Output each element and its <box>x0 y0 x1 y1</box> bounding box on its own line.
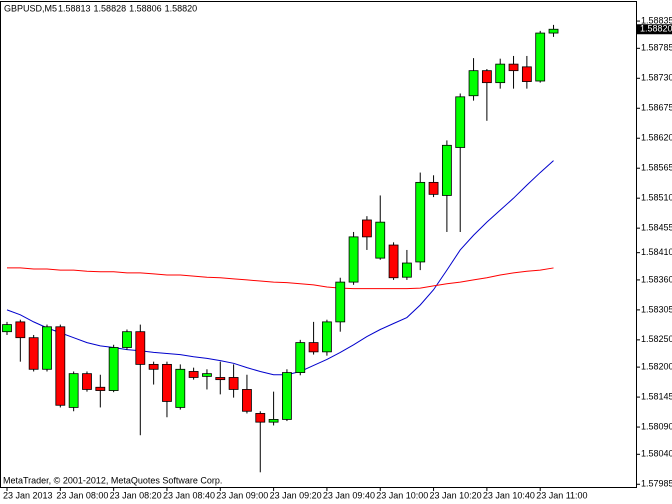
candle-body <box>188 371 199 378</box>
candle-body <box>2 324 12 333</box>
footer: MetaTrader, © 2001-2012, MetaQuotes Soft… <box>3 475 222 485</box>
y-tick-label: 1.58145 <box>641 391 672 401</box>
candle-body <box>215 377 226 381</box>
candle-body <box>108 347 119 391</box>
plot-frame <box>0 1 637 488</box>
candle-body <box>68 373 79 408</box>
candle-body <box>162 363 172 402</box>
candle-body <box>135 331 146 365</box>
x-tick-label: 23 Jan 10:00 <box>376 490 428 500</box>
x-tick-label: 23 Jan 08:00 <box>56 490 108 500</box>
header-price: 1.58806 <box>129 3 162 13</box>
candle-body <box>255 413 266 423</box>
y-tick-label: 1.58510 <box>641 193 672 203</box>
candle-body <box>535 32 546 82</box>
y-tick-label: 1.58675 <box>641 103 672 113</box>
candle-body <box>495 63 506 84</box>
candle-body <box>242 389 252 412</box>
candle-body <box>481 70 492 84</box>
x-tick-label: 23 Jan 2013 <box>3 490 53 500</box>
y-tick-label: 1.57985 <box>641 479 672 489</box>
current-price-box <box>637 24 672 35</box>
candle-body <box>322 321 332 353</box>
candle-body <box>335 281 346 323</box>
candle-body <box>362 219 372 238</box>
header-price: 1.58828 <box>94 3 127 13</box>
candle-body <box>28 337 39 370</box>
candle-body <box>122 331 132 348</box>
candle-body <box>375 221 386 259</box>
y-tick-label: 1.58040 <box>641 449 672 459</box>
y-tick-label: 1.58730 <box>641 73 672 83</box>
candle-body <box>415 181 426 263</box>
candle-body <box>508 63 519 72</box>
moving-average <box>6 160 554 376</box>
candle-body <box>15 321 26 339</box>
candle-body <box>441 144 452 196</box>
candle-body <box>268 419 279 423</box>
moving-average <box>7 267 554 290</box>
candle-body <box>202 373 212 377</box>
candle-body <box>308 342 319 353</box>
x-tick-label: 23 Jan 08:40 <box>163 490 215 500</box>
candle-body <box>228 377 239 390</box>
x-tick-label: 23 Jan 09:40 <box>323 490 375 500</box>
candle-body <box>401 262 412 278</box>
header-price: 1.58813 <box>58 3 91 13</box>
candle-body <box>282 372 292 420</box>
candle-body <box>388 244 399 279</box>
y-tick-label: 1.58785 <box>641 43 672 53</box>
candle-body <box>428 181 439 195</box>
candle-body <box>55 326 66 406</box>
candle-body <box>348 236 359 283</box>
y-tick-label: 1.58835 <box>641 15 672 25</box>
x-tick-label: 23 Jan 08:20 <box>110 490 162 500</box>
candle-body <box>95 386 106 391</box>
x-tick-label: 23 Jan 10:20 <box>430 490 482 500</box>
candle-body <box>468 70 479 97</box>
y-tick-label: 1.58305 <box>641 304 672 314</box>
candle-body <box>521 66 532 82</box>
y-tick-label: 1.58250 <box>641 334 672 344</box>
candle-body <box>42 326 52 370</box>
candle-body <box>455 96 466 148</box>
candle-body <box>148 363 159 370</box>
x-tick-label: 23 Jan 09:00 <box>216 490 268 500</box>
candle-body <box>175 368 186 408</box>
symbol: GBPUSD,M5 <box>4 3 57 13</box>
candle-body <box>82 373 92 390</box>
y-tick-label: 1.58620 <box>641 133 672 143</box>
x-tick-label: 23 Jan 11:00 <box>536 490 587 500</box>
y-tick-label: 1.58455 <box>641 223 672 233</box>
x-tick-label: 23 Jan 09:20 <box>270 490 322 500</box>
y-tick-label: 1.58565 <box>641 163 672 173</box>
candle-body <box>295 342 306 373</box>
y-tick-label: 1.58410 <box>641 247 672 257</box>
header-price: 1.58820 <box>165 3 198 13</box>
candle-body <box>548 28 559 34</box>
x-tick-label: 23 Jan 10:40 <box>483 490 535 500</box>
y-tick-label: 1.58200 <box>641 361 672 371</box>
y-tick-label: 1.58360 <box>641 274 672 284</box>
y-tick-label: 1.58090 <box>641 421 672 431</box>
current-price-label: 1.58820 <box>640 24 672 34</box>
